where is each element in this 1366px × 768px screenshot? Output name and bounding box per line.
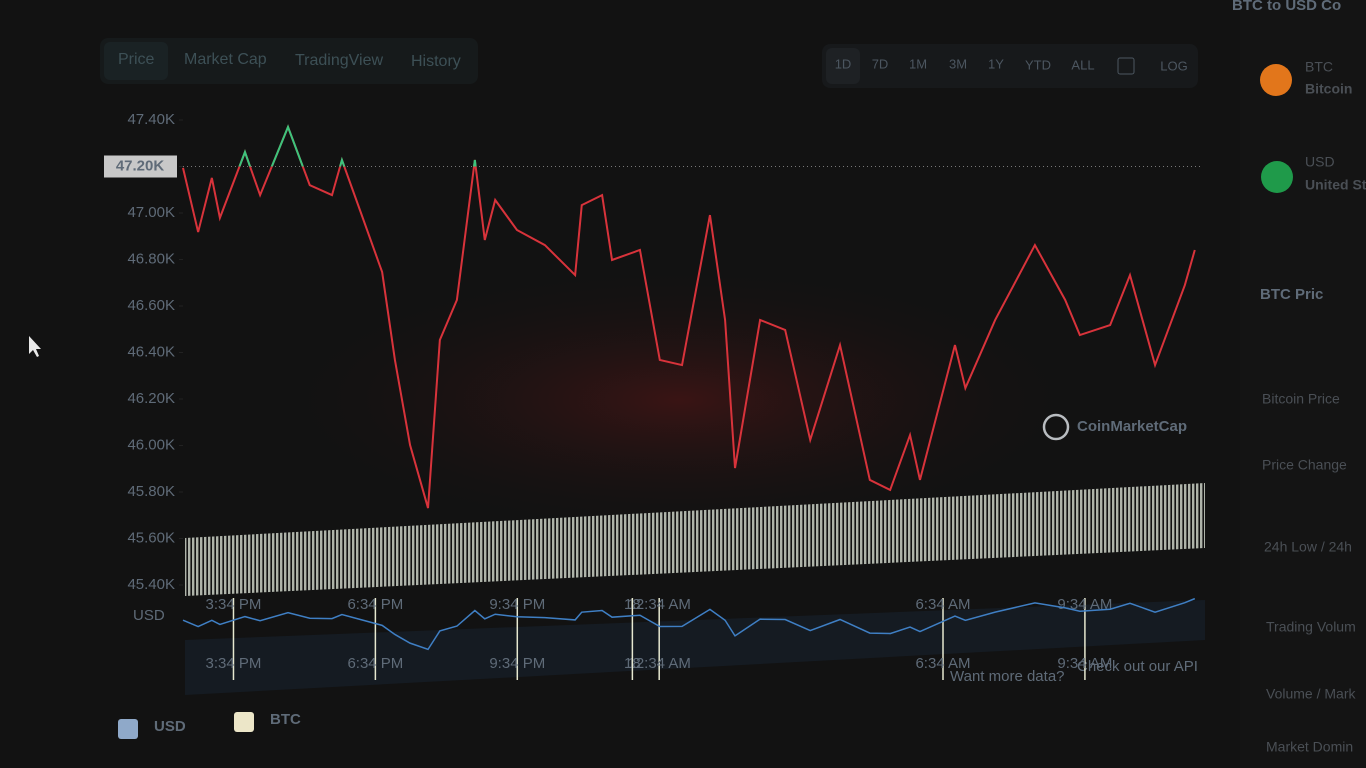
glow bbox=[260, 260, 1100, 540]
range[interactable]: ALL bbox=[1071, 57, 1094, 72]
pair-name: Bitcoin bbox=[1305, 81, 1352, 97]
watermark: CoinMarketCap bbox=[1077, 418, 1187, 435]
calendar-icon[interactable] bbox=[1117, 57, 1135, 75]
x-tick-label: 6:34 PM bbox=[347, 655, 403, 672]
pair-symbol: USD bbox=[1305, 154, 1335, 170]
side-row: 24h Low / 24h bbox=[1264, 539, 1352, 555]
x-tick-label: 6:34 PM bbox=[347, 596, 403, 613]
active-range bbox=[826, 48, 860, 84]
pair-symbol: BTC bbox=[1305, 59, 1333, 75]
legend-swatch bbox=[234, 712, 254, 732]
usd-icon bbox=[1261, 161, 1293, 193]
x-tick-label: 18 bbox=[624, 596, 641, 613]
x-tick-label: 6:34 AM bbox=[915, 596, 970, 613]
price-line bbox=[182, 124, 1196, 509]
y-tick-label: 46.00K bbox=[127, 436, 175, 453]
y-tick-label: 47.00K bbox=[127, 204, 175, 221]
y-tick-label: 46.60K bbox=[127, 297, 175, 314]
x-tick-label: 12:34 AM bbox=[627, 655, 690, 672]
y-axis-label: USD bbox=[133, 607, 165, 624]
side-row: Price Change bbox=[1262, 457, 1347, 473]
tab[interactable]: TradingView bbox=[295, 52, 383, 69]
y-tick-label: 46.20K bbox=[127, 390, 175, 407]
navigator-line bbox=[182, 597, 1196, 651]
pair-name: United St bbox=[1305, 177, 1366, 193]
api-text: Want more data? bbox=[950, 668, 1065, 685]
range-bar bbox=[822, 44, 1198, 88]
x-tick-label: 9:34 AM bbox=[1057, 655, 1112, 672]
navigator bbox=[185, 600, 1205, 695]
range[interactable]: 1Y bbox=[988, 56, 1004, 71]
api-link[interactable]: Check out our API bbox=[1077, 658, 1198, 675]
reference-label: 47.20K bbox=[116, 157, 165, 174]
active-tab bbox=[104, 42, 168, 80]
legend-swatch bbox=[118, 719, 138, 739]
x-tick-label: 3:34 PM bbox=[206, 596, 262, 613]
x-tick-label: 12:34 AM bbox=[627, 596, 690, 613]
y-tick-label: 45.60K bbox=[127, 529, 175, 546]
side-row: Market Domin bbox=[1266, 739, 1353, 755]
y-tick-label: 46.40K bbox=[127, 343, 175, 360]
legend-label: USD bbox=[154, 718, 186, 735]
range[interactable]: LOG bbox=[1160, 58, 1187, 73]
watermark-logo bbox=[1042, 413, 1070, 441]
x-tick-label: 18 bbox=[624, 655, 641, 672]
tab[interactable]: Market Cap bbox=[184, 51, 267, 68]
reference-tag bbox=[104, 155, 177, 178]
range[interactable]: 1D bbox=[835, 56, 852, 71]
range[interactable]: 1M bbox=[909, 56, 927, 71]
x-tick-label: 6:34 AM bbox=[915, 655, 970, 672]
x-tick-label: 9:34 PM bbox=[489, 655, 545, 672]
side-panel bbox=[1240, 0, 1366, 768]
y-tick-label: 47.40K bbox=[127, 111, 175, 128]
y-tick-label: 45.40K bbox=[127, 576, 175, 593]
side-row: Bitcoin Price bbox=[1262, 391, 1340, 407]
side-heading: BTC Pric bbox=[1260, 286, 1323, 303]
range[interactable]: 7D bbox=[872, 56, 889, 71]
side-title: BTC to USD Co bbox=[1232, 0, 1341, 14]
tab[interactable]: Price bbox=[118, 51, 155, 68]
range[interactable]: YTD bbox=[1025, 57, 1051, 72]
btc-icon bbox=[1260, 64, 1292, 96]
side-row: Volume / Mark bbox=[1266, 686, 1356, 702]
y-tick-label: 45.80K bbox=[127, 483, 175, 500]
y-tick-label: 46.80K bbox=[127, 250, 175, 267]
side-row: Trading Volum bbox=[1266, 619, 1356, 635]
range[interactable]: 3M bbox=[949, 56, 967, 71]
legend-label: BTC bbox=[270, 711, 301, 728]
x-tick-label: 3:34 PM bbox=[206, 655, 262, 672]
tab[interactable]: History bbox=[411, 53, 461, 70]
cursor bbox=[29, 336, 41, 357]
plot: 45.40K 45.60K 45.80K 46.00K 46.20K 46.40K 46.6… bbox=[104, 111, 1200, 739]
x-tick-label: 9:34 PM bbox=[489, 596, 545, 613]
tab-bar bbox=[100, 38, 478, 84]
volume-strip bbox=[185, 483, 1205, 596]
